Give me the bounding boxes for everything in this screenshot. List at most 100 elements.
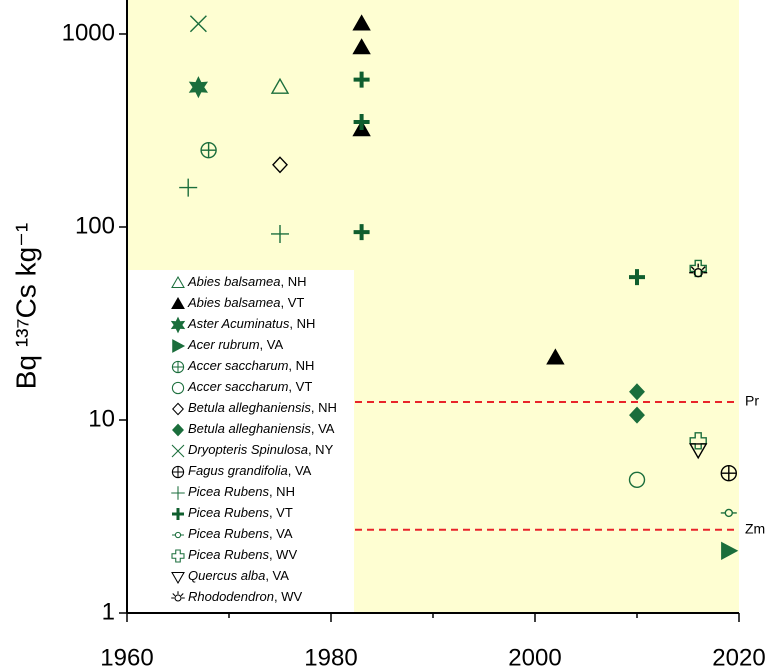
legend-label: Accer saccharum, NH xyxy=(187,358,314,373)
marker-shape xyxy=(688,443,708,460)
reference-label: Pr xyxy=(745,393,759,409)
marker-shape xyxy=(171,549,185,563)
marker-shape xyxy=(188,76,209,99)
legend-marker xyxy=(171,549,185,563)
x-tick-label: 1980 xyxy=(304,644,357,671)
reference-label: Zm xyxy=(745,520,765,536)
marker-shape xyxy=(171,381,185,395)
legend-marker xyxy=(170,316,186,334)
legend-label: Accer saccharum, VT xyxy=(187,379,312,394)
marker-shape xyxy=(172,402,184,416)
marker-shape xyxy=(171,591,185,599)
point xyxy=(720,465,737,482)
legend-label: Abies balsamea, NH xyxy=(187,274,307,289)
point xyxy=(271,224,289,243)
marker-shape xyxy=(352,38,371,55)
legend-label: Picea Rubens, NH xyxy=(188,484,295,499)
marker-shape xyxy=(170,316,186,334)
point xyxy=(629,383,645,401)
point xyxy=(721,541,739,560)
marker-shape xyxy=(171,571,185,585)
marker-shape xyxy=(721,465,737,481)
point xyxy=(689,432,707,450)
legend-label: Fagus grandifolia, VA xyxy=(188,463,312,478)
point xyxy=(179,178,198,197)
marker-shape xyxy=(693,267,703,278)
legend-marker xyxy=(172,508,184,520)
x-tick-label: 2020 xyxy=(712,644,765,671)
legend-marker xyxy=(171,465,185,479)
marker-shape xyxy=(174,594,182,602)
point xyxy=(628,471,646,488)
y-tick-label: 10 xyxy=(88,405,115,432)
marker-shape xyxy=(179,178,198,197)
legend-label: Betula alleghaniensis, VA xyxy=(188,421,335,436)
marker-shape xyxy=(189,15,207,33)
marker-shape xyxy=(353,71,370,88)
legend-marker xyxy=(171,571,185,585)
marker-shape xyxy=(689,259,707,278)
legend-marker xyxy=(171,296,185,310)
legend-marker xyxy=(171,360,185,374)
point xyxy=(189,15,207,33)
marker-shape xyxy=(689,432,707,450)
marker-shape xyxy=(172,339,186,353)
legend-label: Picea Rubens, WV xyxy=(188,547,297,562)
point xyxy=(352,38,371,55)
legend-marker xyxy=(171,275,185,289)
marker-shape xyxy=(628,471,646,488)
point xyxy=(353,71,370,88)
point xyxy=(629,269,645,286)
marker-shape xyxy=(353,224,370,241)
point xyxy=(188,76,209,99)
legend-marker xyxy=(172,423,184,437)
marker-shape xyxy=(171,296,185,310)
legend-label: Quercus alba, VA xyxy=(188,568,289,583)
marker-shape xyxy=(171,275,185,289)
point xyxy=(353,113,370,130)
point xyxy=(688,443,708,460)
marker-shape xyxy=(689,263,708,274)
point xyxy=(689,263,708,278)
point xyxy=(270,77,290,94)
marker-shape xyxy=(271,224,289,243)
point xyxy=(353,224,370,241)
legend-label: Betula alleghaniensis, NH xyxy=(188,400,337,415)
y-tick-label: 1000 xyxy=(62,19,115,46)
legend-marker xyxy=(171,591,185,602)
y-tick-label: 100 xyxy=(75,212,115,239)
x-tick-label: 1960 xyxy=(100,644,153,671)
point xyxy=(546,348,565,365)
marker-shape xyxy=(171,486,185,500)
legend-marker xyxy=(171,444,185,458)
legend-label: Abies balsamea, VT xyxy=(187,295,304,310)
point xyxy=(629,406,645,424)
point xyxy=(720,508,737,518)
legend-label: Picea Rubens, VT xyxy=(188,505,293,520)
marker-shape xyxy=(172,361,184,373)
marker-shape xyxy=(629,383,645,401)
x-tick-label: 2000 xyxy=(508,644,561,671)
marker-shape xyxy=(546,348,565,365)
legend-marker xyxy=(172,531,184,539)
point xyxy=(200,141,217,159)
marker-shape xyxy=(172,466,184,478)
legend-label: Acer rubrum, VA xyxy=(187,337,283,352)
marker-shape xyxy=(171,444,185,458)
legend-label: Aster Acuminatus, NH xyxy=(187,316,315,331)
point xyxy=(352,14,371,31)
marker-shape xyxy=(272,156,288,174)
legend-label: Dryopteris Spinulosa, NY xyxy=(188,442,334,457)
marker-shape xyxy=(629,269,645,286)
marker-shape xyxy=(721,541,739,560)
point xyxy=(689,259,707,278)
y-axis-label: Bq ¹³⁷Cs kg⁻¹ xyxy=(10,223,41,389)
point xyxy=(272,156,288,174)
legend-box xyxy=(127,270,354,613)
legend-label: Picea Rubens, VA xyxy=(188,526,293,541)
legend-label: Rhododendron, WV xyxy=(188,589,303,604)
marker-shape xyxy=(172,508,184,520)
legend-marker xyxy=(171,381,185,395)
marker-shape xyxy=(201,142,217,158)
